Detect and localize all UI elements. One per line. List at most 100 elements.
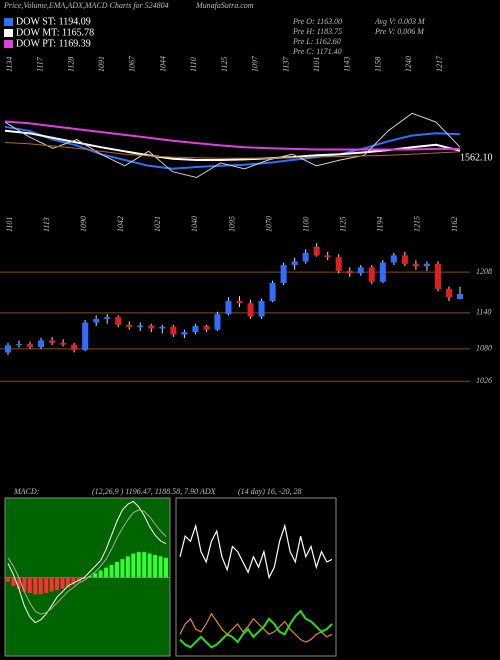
candle-body <box>357 267 364 274</box>
macd-bar <box>147 553 152 578</box>
candle-body <box>126 324 133 328</box>
candle-body <box>214 314 221 330</box>
rotated-label: 1158 <box>373 57 382 72</box>
adx-line <box>179 523 333 580</box>
macd-bar <box>109 564 114 578</box>
candle-body <box>16 344 23 346</box>
info: Pre O: 1163.00 <box>292 17 342 26</box>
candle-body <box>302 252 309 262</box>
ema-line <box>4 142 461 159</box>
rotated-label: 1117 <box>36 56 45 72</box>
rotated-label: 1125 <box>220 57 229 72</box>
macd-line <box>7 500 167 624</box>
candle-body <box>27 344 34 348</box>
rotated-label: 1070 <box>264 216 273 232</box>
rotated-label: 1042 <box>116 216 125 232</box>
rotated-label: 1217 <box>435 55 444 72</box>
macd-params: (12,26,9 ) 1196.47, 1188.58, 7.90 <box>92 487 198 496</box>
macd-bar <box>142 552 147 578</box>
macd-bar <box>164 557 168 578</box>
info: Pre C: 1171.40 <box>292 47 342 56</box>
ema-line <box>4 112 461 179</box>
macd-bar <box>71 577 76 585</box>
candle-body <box>192 326 199 333</box>
legend-swatch <box>4 40 13 48</box>
info: Pre H: 1183.75 <box>292 27 342 36</box>
macd-bar <box>65 577 70 588</box>
adx-line <box>179 609 333 649</box>
candle-body <box>368 267 375 282</box>
macd-bar <box>136 552 141 578</box>
rotated-label: 1101 <box>5 217 14 232</box>
candle-body <box>280 264 287 283</box>
rotated-label: 1044 <box>158 56 167 72</box>
candle-body <box>71 344 78 351</box>
adx-title: ADX <box>199 487 217 496</box>
candle-body <box>203 326 210 330</box>
macd-bar <box>49 577 54 592</box>
candle-body <box>324 255 331 258</box>
candle-body <box>434 263 441 289</box>
rotated-label: 1091 <box>97 56 106 72</box>
candle-body <box>269 282 276 301</box>
rotated-label: 1125 <box>339 217 348 232</box>
adx-line <box>179 612 333 643</box>
rotated-label: 1067 <box>128 55 137 72</box>
candle-body <box>258 300 265 317</box>
rotated-label: 1240 <box>404 56 413 72</box>
macd-bar <box>6 577 10 582</box>
candle-body <box>60 342 67 345</box>
site-name: MunafaSutra.com <box>195 1 254 10</box>
candle-body <box>225 300 232 315</box>
macd-bar <box>82 577 87 579</box>
candle-body <box>335 257 342 271</box>
candle-body <box>104 317 111 319</box>
macd-bar <box>76 577 81 582</box>
adx-params: (14 day) 16, -20, 28 <box>238 487 302 496</box>
rotated-label: 1110 <box>189 57 198 72</box>
macd-bar <box>114 562 119 578</box>
candle-body <box>457 294 463 300</box>
macd-bar <box>98 570 103 578</box>
macd-bar <box>60 577 65 589</box>
macd-bar <box>158 556 163 578</box>
macd-bar <box>44 577 49 593</box>
macd-bar <box>153 554 158 578</box>
y-tick-label: 1026 <box>476 376 492 385</box>
candle-body <box>291 261 298 265</box>
legend-entry: DOW ST: 1194.09 <box>16 16 91 27</box>
rotated-label: 1137 <box>281 56 290 72</box>
rotated-label: 1113 <box>42 217 51 232</box>
candle-body <box>423 263 430 267</box>
rotated-label: 1090 <box>79 216 88 232</box>
candle-body <box>379 262 386 282</box>
candle-body <box>346 270 353 274</box>
rotated-label: 1100 <box>301 217 310 232</box>
legend-swatch <box>4 29 13 37</box>
macd-bar <box>16 577 21 589</box>
rotated-label: 1095 <box>227 216 236 232</box>
y-tick-label: 1208 <box>476 267 492 276</box>
candle-body <box>38 340 45 348</box>
candle-body <box>412 263 419 267</box>
rotated-label: 1097 <box>251 55 260 72</box>
candle-body <box>137 325 144 328</box>
rotated-label: 1128 <box>66 57 75 72</box>
candle-body <box>247 303 254 317</box>
y-tick-label: 1080 <box>476 344 492 353</box>
candle-body <box>401 255 408 264</box>
candle-body <box>49 340 56 343</box>
candle-body <box>313 246 320 256</box>
rotated-label: 1021 <box>153 216 162 232</box>
candle-body <box>93 318 100 323</box>
candle-body <box>82 322 89 351</box>
macd-bar <box>131 553 136 578</box>
macd-bar <box>27 577 32 593</box>
candle-body <box>159 326 166 329</box>
rotated-label: 1215 <box>413 216 422 232</box>
rotated-label: 1143 <box>343 57 352 72</box>
info: Pre V: 0.006 M <box>374 27 425 36</box>
macd-bar <box>87 576 92 578</box>
legend-entry: DOW MT: 1165.78 <box>16 27 94 38</box>
